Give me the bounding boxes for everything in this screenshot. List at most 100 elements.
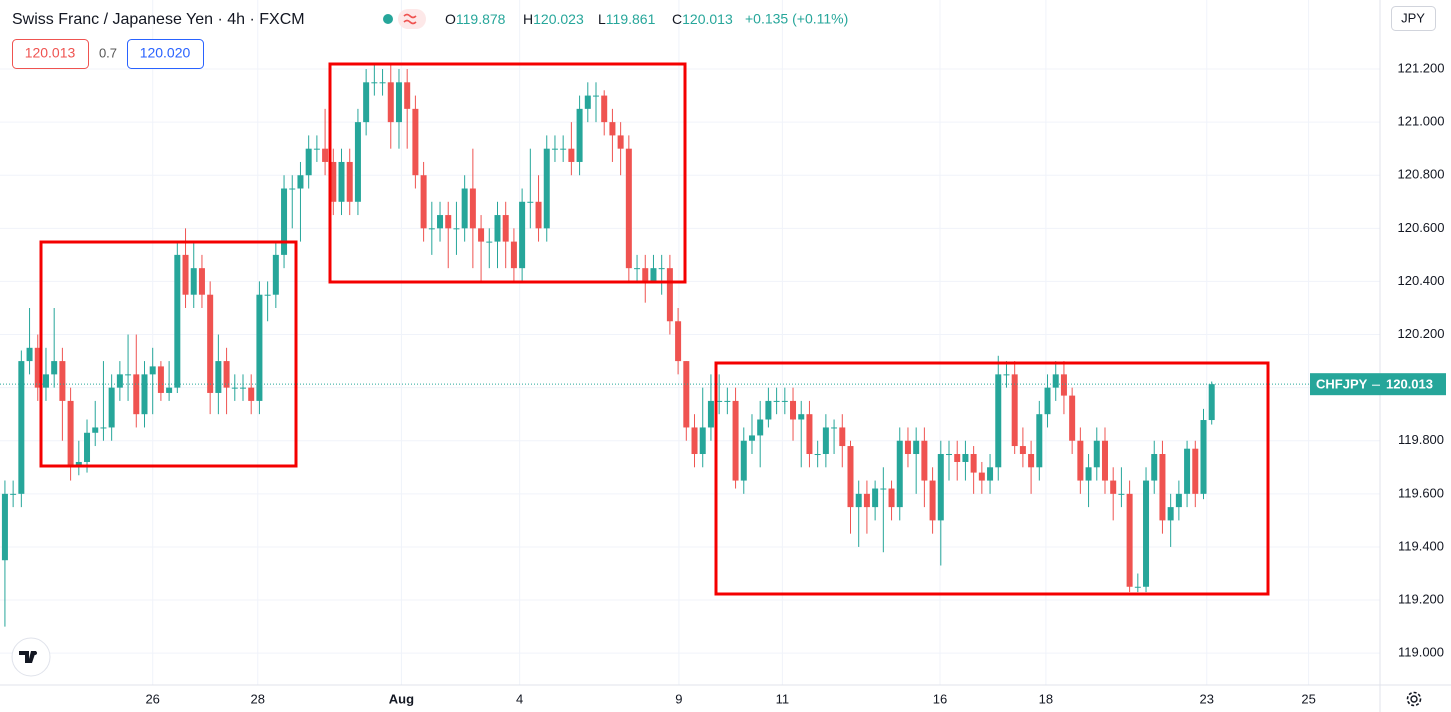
candle-body <box>502 215 509 242</box>
candle-body <box>248 387 255 401</box>
candle-body <box>338 161 345 202</box>
candle-body <box>510 241 517 269</box>
status-icon <box>403 13 417 25</box>
last-price-label: 120.013 <box>1386 377 1433 392</box>
candle-body <box>420 175 427 229</box>
candle-body <box>707 400 714 428</box>
candle-body <box>880 488 887 490</box>
candle-body <box>182 254 189 295</box>
candle-body <box>354 122 361 202</box>
y-tick-label: 119.600 <box>1398 485 1444 500</box>
candle-body <box>781 400 788 402</box>
candle-body <box>1118 493 1125 495</box>
candle-body <box>625 148 632 269</box>
candle-body <box>675 321 682 362</box>
ohlc-prefix: H <box>523 11 533 27</box>
candle-body <box>404 82 411 109</box>
candle-body <box>839 427 846 447</box>
candle-body <box>1003 374 1010 376</box>
candle-body <box>322 148 329 162</box>
candle-body <box>535 201 542 229</box>
candle-body <box>798 414 805 420</box>
candle-body <box>617 135 624 149</box>
candle-body <box>51 361 58 375</box>
candle-body <box>239 387 246 389</box>
candle-body <box>26 347 33 362</box>
candle-body <box>724 400 731 402</box>
currency-button[interactable] <box>1391 6 1436 31</box>
buy-box[interactable] <box>127 39 204 69</box>
candle-body <box>1019 446 1026 455</box>
last-price-tag <box>1310 373 1446 396</box>
candle-body <box>313 148 320 150</box>
candle-body <box>1060 374 1067 396</box>
candle-body <box>987 467 994 481</box>
x-tick-label: Aug <box>389 691 414 706</box>
candle-body <box>831 427 838 429</box>
ohlc-item: O119.878 <box>445 11 506 27</box>
y-tick-label: 119.200 <box>1398 591 1444 606</box>
ohlc-value: 119.861 <box>606 11 656 27</box>
y-tick-label: 121.200 <box>1398 60 1445 75</box>
candle-body <box>486 241 493 243</box>
ohlc-item: L119.861 <box>598 11 656 27</box>
candle-body <box>1200 420 1207 494</box>
candle-body <box>790 400 797 420</box>
candle-body <box>371 82 378 84</box>
candle-body <box>1052 374 1059 388</box>
ohlc-prefix: O <box>445 11 456 27</box>
candle-body <box>1167 507 1174 521</box>
x-tick-label: 23 <box>1200 691 1214 706</box>
candle-body <box>42 374 49 388</box>
spread: 0.7 <box>99 45 117 60</box>
candle-body <box>691 427 698 455</box>
candle-body <box>34 347 41 388</box>
candle-body <box>855 493 862 508</box>
candle-body <box>108 387 115 428</box>
candle-body <box>765 400 772 420</box>
candle-body <box>888 488 895 508</box>
candle-body <box>1028 454 1035 468</box>
candle-body <box>519 201 526 269</box>
candle-body <box>207 294 214 393</box>
candle-body <box>346 161 353 202</box>
candle-body <box>1044 387 1051 415</box>
ohlc-value: 119.878 <box>456 11 506 27</box>
candle-body <box>363 82 370 123</box>
candle-body <box>445 215 452 229</box>
candle-body <box>1110 480 1117 494</box>
change: +0.135 (+0.11%) <box>745 11 848 27</box>
candle-body <box>543 148 550 229</box>
settings-icon[interactable] <box>1406 691 1422 707</box>
candle-body <box>527 201 534 203</box>
candle-body <box>1036 414 1043 468</box>
sell-box[interactable] <box>12 39 89 69</box>
candle-body <box>1011 374 1018 447</box>
candle-body <box>198 268 205 295</box>
candle-body <box>1143 480 1150 587</box>
range-box <box>714 361 1270 596</box>
candle-body <box>872 488 879 508</box>
candle-body <box>453 228 460 230</box>
candle-body <box>863 493 870 508</box>
currency: JPY <box>1401 10 1425 25</box>
ohlc-item: H120.023 <box>523 11 584 27</box>
symbol-label: CHFJPY <box>1316 377 1368 392</box>
candle-body <box>584 95 591 109</box>
candle-body <box>264 294 271 296</box>
chart-title: Swiss Franc / Japanese Yen · 4h · FXCM <box>12 11 305 28</box>
candle-body <box>1077 440 1084 481</box>
y-tick-label: 119.000 <box>1398 645 1444 660</box>
x-tick-label: 11 <box>776 691 790 706</box>
ohlc-header: O119.878 H120.023 L119.861 C120.013 +0.135 (… <box>445 11 848 27</box>
candle-body <box>806 414 813 455</box>
ohlc-item: C120.013 <box>672 11 733 27</box>
ohlc-prefix: C <box>672 11 682 27</box>
candle-body <box>642 268 649 282</box>
candle-body <box>461 188 468 229</box>
candle-body <box>593 95 600 97</box>
candle-body <box>650 268 657 282</box>
candle-body <box>1093 440 1100 468</box>
candle-body <box>814 454 821 456</box>
